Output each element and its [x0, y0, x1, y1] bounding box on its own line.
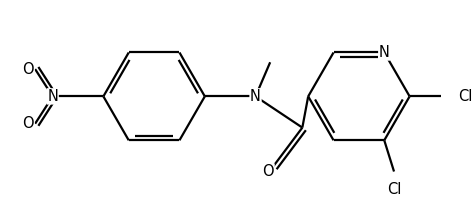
Text: Cl: Cl: [387, 182, 401, 197]
Text: N: N: [379, 45, 390, 60]
Text: O: O: [23, 62, 34, 77]
Text: Cl: Cl: [458, 89, 472, 104]
Text: N: N: [250, 89, 261, 104]
Text: N: N: [47, 89, 58, 104]
Text: O: O: [23, 116, 34, 131]
Text: O: O: [262, 164, 274, 179]
